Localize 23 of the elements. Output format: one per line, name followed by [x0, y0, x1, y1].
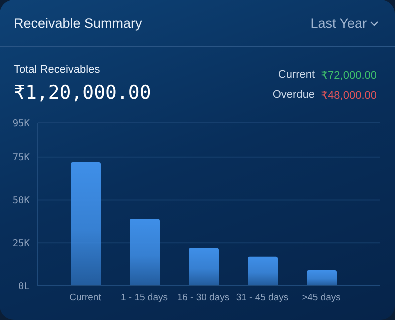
y-tick-label: 95K — [12, 118, 30, 130]
bar — [307, 270, 337, 286]
text: Last Year — [310, 16, 367, 31]
bar — [71, 162, 101, 286]
text: Total Receivables — [14, 64, 100, 76]
text: ₹72,000.00 — [321, 69, 377, 82]
bar — [248, 256, 278, 286]
bar — [130, 219, 160, 286]
text: ₹48,000.00 — [321, 89, 377, 102]
x-tick-label: 31 - 45 days — [236, 292, 289, 304]
y-tick-label: 50K — [12, 196, 30, 207]
x-tick-label: Current — [70, 292, 102, 304]
y-tick-label: 25K — [12, 238, 30, 250]
bar — [189, 248, 219, 286]
text: ₹1,20,000.00 — [14, 82, 152, 104]
x-tick-label: 16 - 30 days — [177, 292, 230, 304]
x-tick-label: 1 - 15 days — [121, 292, 168, 304]
text: Current — [278, 69, 316, 82]
y-tick-label: 75K — [12, 152, 30, 164]
y-tick-label: 0L — [18, 281, 30, 292]
x-tick-label: >45 days — [302, 292, 342, 304]
text: Overdue — [272, 89, 316, 102]
chart-title: Receivable Summary — [14, 16, 142, 31]
